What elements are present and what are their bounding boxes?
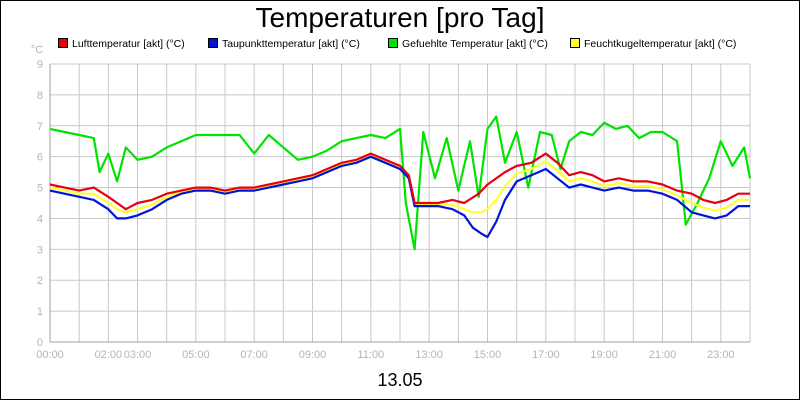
y-unit-label: °C xyxy=(31,44,43,56)
x-tick-label: 11:00 xyxy=(357,349,384,361)
legend-label: Feuchtkugeltemperatur [akt] (°C) xyxy=(584,38,737,50)
chart-title: Temperaturen [pro Tag] xyxy=(255,2,545,33)
x-tick-label: 00:00 xyxy=(36,349,64,361)
x-tick-label: 19:00 xyxy=(590,349,618,361)
legend-item: Lufttemperatur [akt] (°C) xyxy=(58,38,185,50)
legend-swatch xyxy=(570,38,580,48)
series-line xyxy=(49,154,750,214)
x-tick-label: 02:00 xyxy=(95,349,123,361)
series-line xyxy=(49,115,752,251)
x-axis-caption: 13.05 xyxy=(377,370,423,390)
legend-swatch xyxy=(388,38,398,48)
y-tick-label: 8 xyxy=(37,90,43,102)
x-tick-label: 13:00 xyxy=(415,349,443,361)
x-tick-label: 17:00 xyxy=(532,349,560,361)
legend-label: Lufttemperatur [akt] (°C) xyxy=(72,38,185,50)
y-tick-label: 9 xyxy=(37,59,43,71)
series-line xyxy=(49,152,750,211)
legend-label: Taupunkttemperatur [akt] (°C) xyxy=(222,38,360,50)
y-tick-label: 6 xyxy=(37,152,43,164)
y-tick-label: 5 xyxy=(37,183,43,195)
x-tick-label: 15:00 xyxy=(474,349,502,361)
x-tick-label: 09:00 xyxy=(299,349,327,361)
x-tick-label: 21:00 xyxy=(649,349,677,361)
y-tick-label: 3 xyxy=(37,244,43,256)
x-tick-label: 23:00 xyxy=(707,349,735,361)
y-tick-label: 1 xyxy=(37,306,43,318)
y-tick-label: 4 xyxy=(37,213,43,225)
y-tick-label: 0 xyxy=(37,337,43,349)
x-tick-label: 03:00 xyxy=(124,349,152,361)
x-tick-label: 07:00 xyxy=(240,349,268,361)
legend-item: Gefuehlte Temperatur [akt] (°C) xyxy=(388,38,548,50)
legend-item: Feuchtkugeltemperatur [akt] (°C) xyxy=(570,38,736,50)
series-line xyxy=(49,155,750,239)
legend-label: Gefuehlte Temperatur [akt] (°C) xyxy=(402,38,548,50)
legend-item: Taupunkttemperatur [akt] (°C) xyxy=(208,38,360,50)
legend-swatch xyxy=(58,38,68,48)
y-tick-label: 7 xyxy=(37,121,43,133)
legend-swatch xyxy=(208,38,218,48)
x-tick-label: 05:00 xyxy=(182,349,210,361)
y-tick-label: 2 xyxy=(37,275,43,287)
